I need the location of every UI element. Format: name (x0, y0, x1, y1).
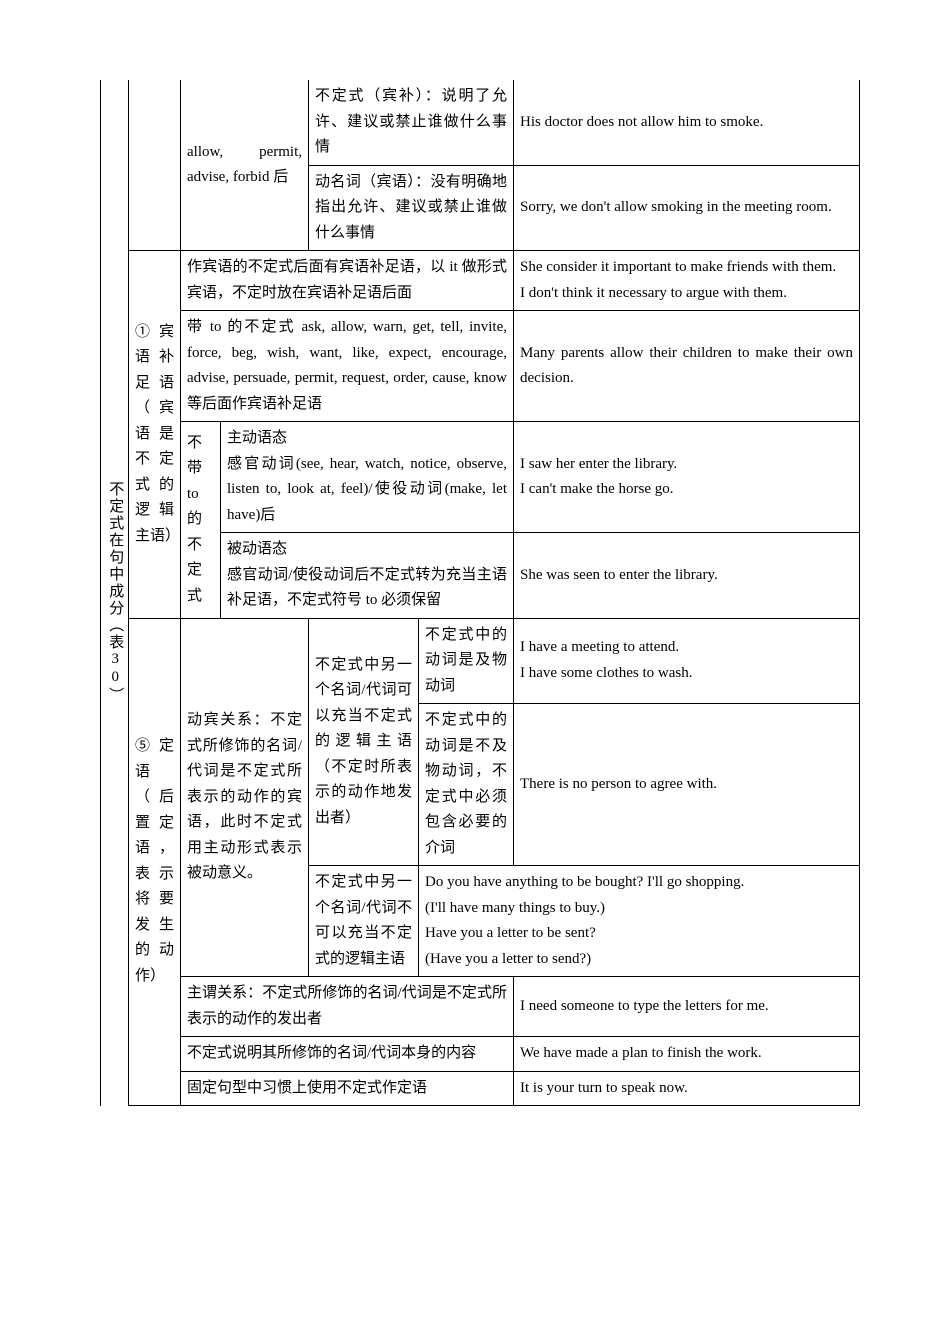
s2-r1a1-f: 不定式中的动词是及物动词 (419, 618, 514, 704)
s2-r1a-d: 不定式中另一个名词/代词可以充当不定式的逻辑主语（不定时所表示的动作地发出者） (309, 618, 419, 866)
s2-r2-g: I need someone to type the letters for m… (514, 977, 860, 1037)
s1-r4-c: 不带 to 的不定式 (181, 422, 221, 619)
s1-r1a-e: 不定式（宾补）：说明了允许、建议或禁止谁做什么事情 (309, 80, 514, 165)
s2-r1a2-f: 不定式中的动词是不及物动词，不定式中必须包含必要的介词 (419, 704, 514, 866)
s1-col1-label: ① 宾语补足语（宾语是不定式的逻辑主语） (129, 251, 181, 619)
s1-r4a-e: 主动语态 感官动词(see, hear, watch, notice, obse… (221, 422, 514, 533)
grammar-table: 不定式在句中成分（表30） allow, permit, advise, for… (100, 80, 860, 1106)
s1-r3-g: Many parents allow their children to mak… (514, 311, 860, 422)
s2-r2-e: 主谓关系：不定式所修饰的名词/代词是不定式所表示的动作的发出者 (181, 977, 514, 1037)
s2-r1a2-g: There is no person to agree with. (514, 704, 860, 866)
col0-label: 不定式在句中成分（表30） (101, 80, 129, 1106)
s2-r3-g: We have made a plan to finish the work. (514, 1037, 860, 1072)
s2-r4-e: 固定句型中习惯上使用不定式作定语 (181, 1071, 514, 1106)
s2-r3-e: 不定式说明其所修饰的名词/代词本身的内容 (181, 1037, 514, 1072)
page-container: 不定式在句中成分（表30） allow, permit, advise, for… (0, 0, 945, 1166)
s1-r4b-g: She was seen to enter the library. (514, 533, 860, 619)
s1-r1b-e: 动名词（宾语）：没有明确地指出允许、建议或禁止谁做什么事情 (309, 165, 514, 251)
s2-r1a1-g: I have a meeting to attend. I have some … (514, 618, 860, 704)
s2-col1-label: ⑤ 定语（后置定语，表示将要发生的动作） (129, 618, 181, 1106)
s2-r4-g: It is your turn to speak now. (514, 1071, 860, 1106)
s2-r1b-g: Do you have anything to be bought? I'll … (419, 866, 860, 977)
s1-r3-e: 带 to 的不定式 ask, allow, warn, get, tell, i… (181, 311, 514, 422)
s1-r2-e: 作宾语的不定式后面有宾语补足语，以 it 做形式宾语，不定时放在宾语补足语后面 (181, 251, 514, 311)
s1-r2-g: She consider it important to make friend… (514, 251, 860, 311)
s1-r1b-g: Sorry, we don't allow smoking in the mee… (514, 165, 860, 251)
s1-r4b-e: 被动语态 感官动词/使役动词后不定式转为充当主语补足语，不定式符号 to 必须保… (221, 533, 514, 619)
s1-r4a-g: I saw her enter the library. I can't mak… (514, 422, 860, 533)
s2-r1-c: 动宾关系：不定式所修饰的名词/代词是不定式所表示的动作的宾语，此时不定式用主动形… (181, 618, 309, 977)
s1-r1-c: allow, permit, advise, forbid 后 (181, 80, 309, 251)
s2-r1b-d: 不定式中另一个名词/代词不可以充当不定式的逻辑主语 (309, 866, 419, 977)
s1-r1a-g: His doctor does not allow him to smoke. (514, 80, 860, 165)
